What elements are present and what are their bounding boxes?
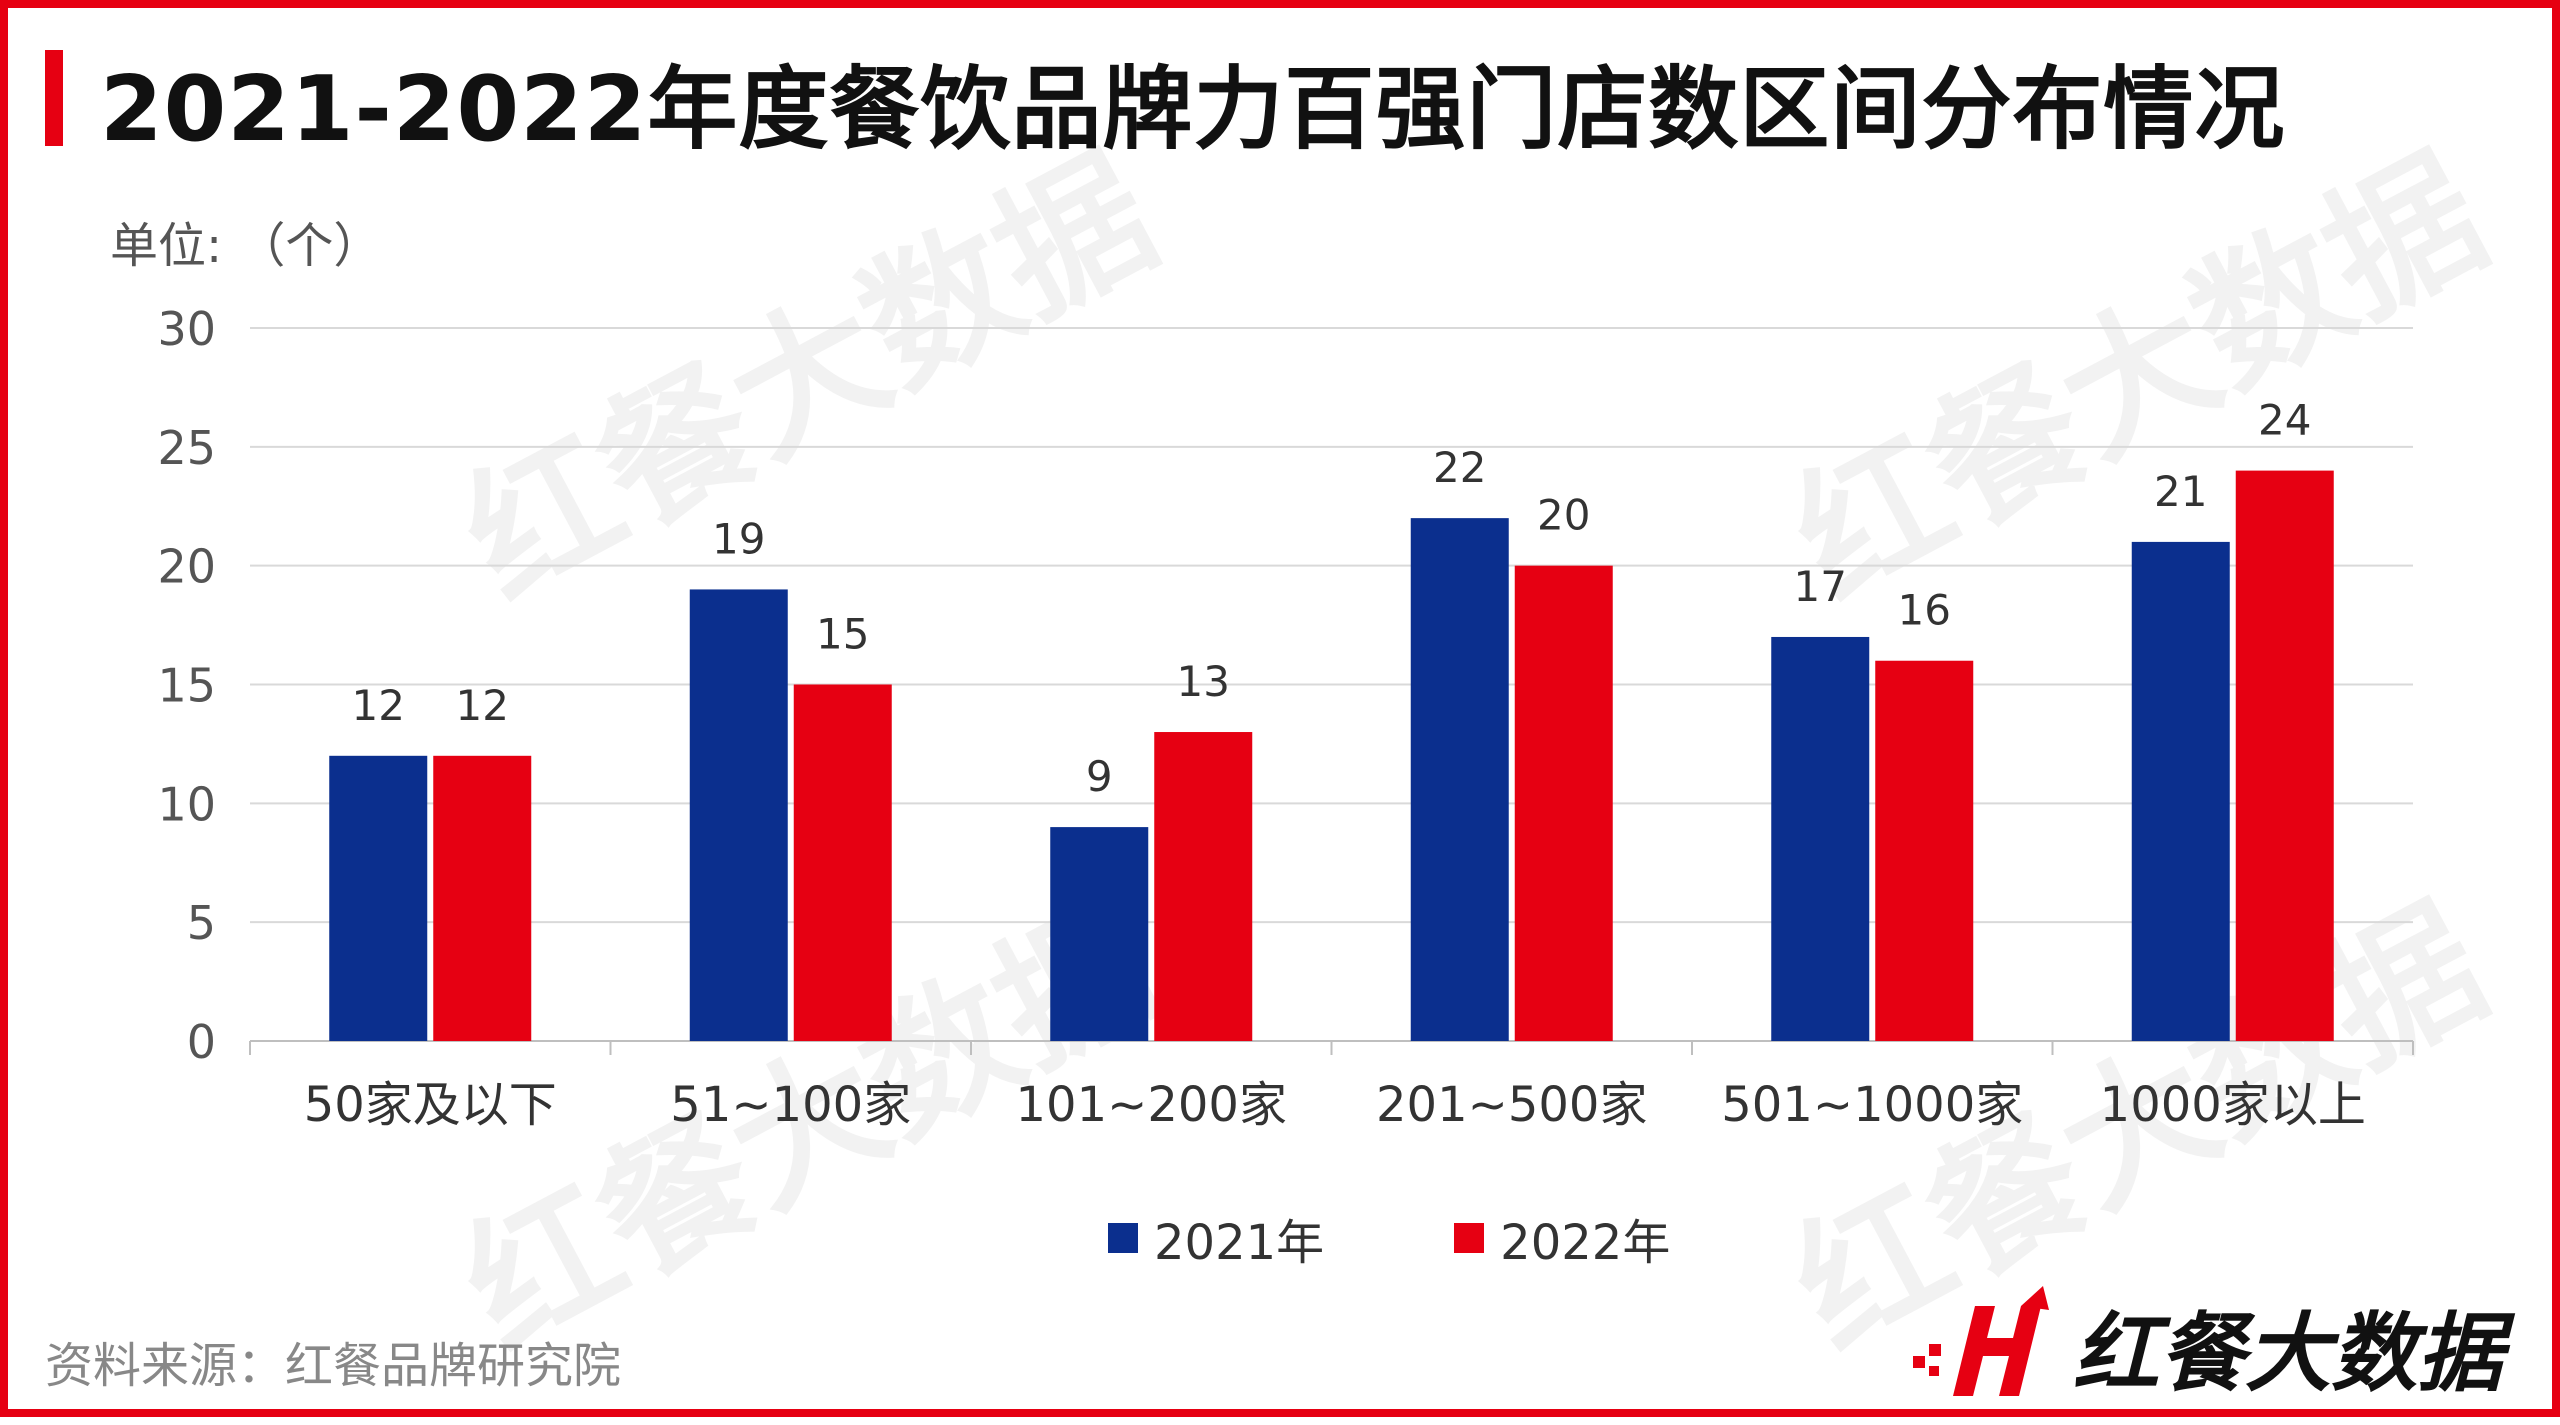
bar-2022	[1875, 660, 1974, 1041]
bar-2021	[1050, 827, 1149, 1041]
bar-2021	[329, 755, 428, 1041]
x-tick-label: 1000家以上	[2100, 1077, 2366, 1133]
bar-2022	[2235, 470, 2334, 1042]
data-label: 20	[1537, 491, 1590, 540]
legend-swatch-2021	[1108, 1223, 1138, 1253]
chart-title: 2021-2022年度餐饮品牌力百强门店数区间分布情况	[100, 57, 2286, 162]
brand-name: 红餐大数据	[2073, 1304, 2503, 1404]
y-tick-label: 15	[157, 659, 216, 713]
y-tick-label: 0	[187, 1015, 216, 1069]
data-label: 15	[816, 610, 869, 659]
source-note: 资料来源：红餐品牌研究院	[45, 1338, 622, 1394]
data-label: 9	[1086, 752, 1113, 801]
legend-label-2022: 2022年	[1500, 1215, 1671, 1271]
y-tick-label: 20	[157, 540, 216, 594]
y-tick-label: 25	[157, 421, 216, 475]
bar-2021	[689, 589, 788, 1041]
bar-2022	[1514, 565, 1613, 1041]
bar-2022	[793, 684, 892, 1041]
brand-logo: 红餐大数据	[1913, 1283, 2503, 1408]
x-tick-label: 101~200家	[1016, 1077, 1287, 1133]
unit-label: 单位: （个）	[110, 218, 382, 274]
data-label: 12	[352, 681, 405, 730]
x-tick-label: 201~500家	[1376, 1077, 1647, 1133]
y-tick-label: 30	[157, 302, 216, 356]
bar-2021	[1410, 518, 1509, 1041]
legend-swatch-2022	[1454, 1223, 1485, 1253]
hongcan-logo-icon	[1913, 1285, 2049, 1396]
legend-item-2021: 2021年	[1108, 1203, 1324, 1273]
data-label: 22	[1433, 443, 1486, 492]
y-tick-label: 10	[157, 777, 216, 831]
bar-chart: 0 5 10 15 20 25 30 50家及以下 12 12 51~100家 19 15 101~200…	[157, 302, 2414, 1133]
data-label: 13	[1177, 657, 1230, 706]
x-tick-label: 50家及以下	[304, 1077, 557, 1133]
legend-label-2021: 2021年	[1154, 1215, 1325, 1271]
y-tick-label: 5	[187, 896, 216, 950]
data-label: 19	[712, 514, 765, 563]
x-tick-label: 501~1000家	[1721, 1077, 2023, 1133]
data-label: 24	[2258, 396, 2311, 445]
data-label: 17	[1794, 562, 1847, 611]
bar-2022	[1154, 732, 1253, 1041]
bar-2022	[433, 755, 532, 1041]
data-label: 16	[1898, 586, 1951, 635]
x-tick-label: 51~100家	[670, 1077, 911, 1133]
legend: 2021年 2022年	[1108, 1203, 1670, 1273]
data-label: 12	[456, 681, 509, 730]
title-accent-bar	[45, 50, 63, 146]
legend-item-2022: 2022年	[1454, 1203, 1670, 1273]
bar-2021	[2131, 541, 2230, 1041]
data-label: 21	[2154, 467, 2207, 516]
bar-2021	[1771, 636, 1870, 1041]
